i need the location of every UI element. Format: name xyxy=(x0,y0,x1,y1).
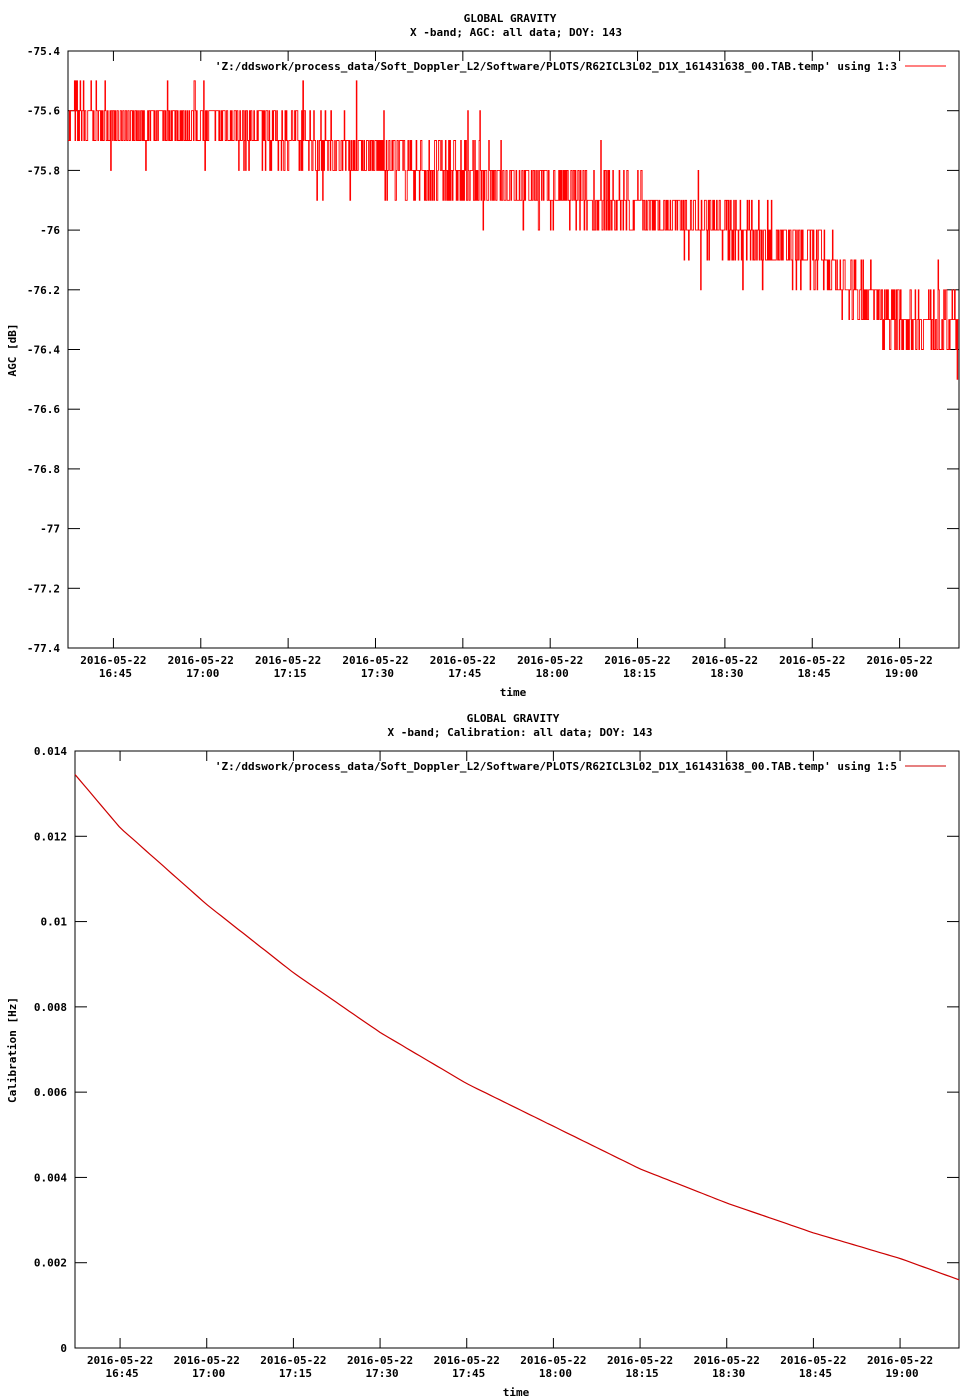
x-tick-date-label: 2016-05-22 xyxy=(80,654,146,667)
agc-x-axis-label: time xyxy=(500,686,527,699)
x-tick-date-label: 2016-05-22 xyxy=(867,1354,933,1367)
y-tick-label: 0.006 xyxy=(34,1086,67,1099)
y-tick-label: 0.012 xyxy=(34,830,67,843)
x-tick-date-label: 2016-05-22 xyxy=(434,1354,500,1367)
x-tick-time-label: 16:45 xyxy=(99,667,132,680)
x-tick-date-label: 2016-05-22 xyxy=(520,1354,586,1367)
y-tick-label: 0.014 xyxy=(34,745,67,758)
x-tick-time-label: 18:30 xyxy=(710,667,743,680)
agc-y-ticks: -75.4 -75.6 -75.8 -76 -76.2 -76.4 -76.6 -76.8 -7… xyxy=(27,45,959,655)
x-tick-time-label: 17:00 xyxy=(186,667,219,680)
x-tick-date-label: 2016-05-22 xyxy=(779,654,845,667)
x-tick-date-label: 2016-05-22 xyxy=(430,654,496,667)
x-tick-date-label: 2016-05-22 xyxy=(866,654,932,667)
y-tick-label: 0.004 xyxy=(34,1171,67,1184)
x-tick-time-label: 18:30 xyxy=(712,1367,745,1380)
x-tick-date-label: 2016-05-22 xyxy=(604,654,670,667)
x-tick-time-label: 18:00 xyxy=(536,667,569,680)
y-tick-label: -75.4 xyxy=(27,45,60,58)
x-tick-date-label: 2016-05-22 xyxy=(342,654,408,667)
agc-series xyxy=(68,80,959,380)
x-tick-time-label: 17:00 xyxy=(192,1367,225,1380)
x-tick-time-label: 18:00 xyxy=(539,1367,572,1380)
x-tick-time-label: 17:45 xyxy=(452,1367,485,1380)
x-tick-date-label: 2016-05-22 xyxy=(174,1354,240,1367)
x-tick-date-label: 2016-05-22 xyxy=(517,654,583,667)
y-tick-label: -77 xyxy=(40,523,60,536)
agc-chart-subtitle: X -band; AGC: all data; DOY: 143 xyxy=(410,26,622,39)
calibration-legend-label: 'Z:/ddswork/process_data/Soft_Doppler_L2… xyxy=(215,760,897,773)
x-tick-date-label: 2016-05-22 xyxy=(780,1354,846,1367)
x-tick-time-label: 17:45 xyxy=(448,667,481,680)
x-tick-time-label: 17:15 xyxy=(279,1367,312,1380)
x-tick-time-label: 18:15 xyxy=(623,667,656,680)
calibration-x-axis-label: time xyxy=(503,1386,530,1399)
calibration-y-ticks: 0 0.002 0.004 0.006 0.008 0.01 0.012 0.014 xyxy=(34,745,959,1355)
calibration-line xyxy=(74,774,960,1281)
y-tick-label: -77.4 xyxy=(27,642,60,655)
agc-y-axis-label: AGC [dB] xyxy=(6,324,19,377)
y-tick-label: -76.6 xyxy=(27,403,60,416)
y-tick-label: 0 xyxy=(60,1342,67,1355)
calibration-series xyxy=(74,774,960,1281)
x-tick-date-label: 2016-05-22 xyxy=(692,654,758,667)
y-tick-label: -76 xyxy=(40,224,60,237)
agc-plot-frame xyxy=(67,50,960,649)
x-tick-time-label: 18:15 xyxy=(626,1367,659,1380)
x-tick-date-label: 2016-05-22 xyxy=(260,1354,326,1367)
calibration-plot-frame xyxy=(74,750,960,1349)
y-tick-label: 0.01 xyxy=(41,916,68,929)
calibration-y-axis-label: Calibration [Hz] xyxy=(6,997,19,1103)
x-tick-time-label: 17:15 xyxy=(274,667,307,680)
x-tick-time-label: 18:45 xyxy=(799,1367,832,1380)
agc-chart-title: GLOBAL GRAVITY xyxy=(464,12,557,25)
x-tick-time-label: 17:30 xyxy=(361,667,394,680)
x-tick-date-label: 2016-05-22 xyxy=(607,1354,673,1367)
x-tick-date-label: 2016-05-22 xyxy=(255,654,321,667)
agc-legend-label: 'Z:/ddswork/process_data/Soft_Doppler_L2… xyxy=(215,60,897,73)
y-tick-label: -76.8 xyxy=(27,463,60,476)
x-tick-time-label: 18:45 xyxy=(798,667,831,680)
x-tick-time-label: 19:00 xyxy=(886,1367,919,1380)
agc-line xyxy=(68,80,959,380)
agc-x-ticks: 2016-05-2216:452016-05-2217:002016-05-22… xyxy=(80,51,933,680)
y-tick-label: 0.008 xyxy=(34,1001,67,1014)
calibration-x-ticks: 2016-05-2216:452016-05-2217:002016-05-22… xyxy=(87,751,933,1380)
y-tick-label: 0.002 xyxy=(34,1257,67,1270)
y-tick-label: -75.6 xyxy=(27,105,60,118)
y-tick-label: -76.4 xyxy=(27,344,60,357)
x-tick-time-label: 19:00 xyxy=(885,667,918,680)
y-tick-label: -76.2 xyxy=(27,284,60,297)
x-tick-time-label: 16:45 xyxy=(106,1367,139,1380)
x-tick-date-label: 2016-05-22 xyxy=(87,1354,153,1367)
x-tick-date-label: 2016-05-22 xyxy=(168,654,234,667)
y-tick-label: -75.8 xyxy=(27,164,60,177)
x-tick-date-label: 2016-05-22 xyxy=(694,1354,760,1367)
calibration-chart: GLOBAL GRAVITY X -band; Calibration: all… xyxy=(6,712,960,1399)
calibration-chart-subtitle: X -band; Calibration: all data; DOY: 143 xyxy=(388,726,653,739)
calibration-chart-title: GLOBAL GRAVITY xyxy=(467,712,560,725)
x-tick-date-label: 2016-05-22 xyxy=(347,1354,413,1367)
agc-chart: GLOBAL GRAVITY X -band; AGC: all data; D… xyxy=(6,12,960,699)
x-tick-time-label: 17:30 xyxy=(366,1367,399,1380)
y-tick-label: -77.2 xyxy=(27,582,60,595)
